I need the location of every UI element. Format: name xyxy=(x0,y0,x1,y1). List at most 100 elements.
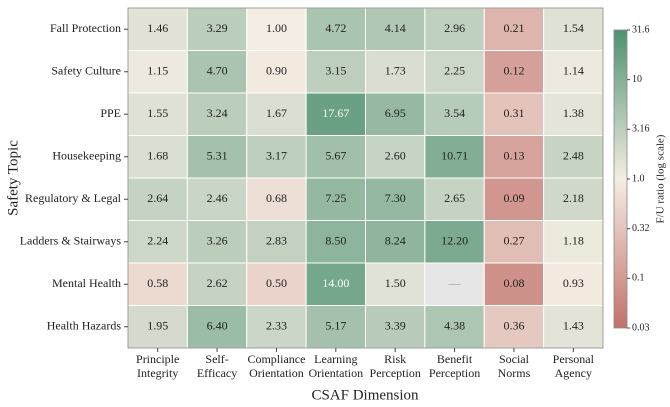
cell-label: 4.14 xyxy=(385,21,406,35)
cell-label: 3.54 xyxy=(444,106,465,120)
cell-label: 2.18 xyxy=(563,191,584,205)
heatmap-cell xyxy=(483,177,545,221)
cell-label: 3.26 xyxy=(207,234,228,248)
heatmap-cell xyxy=(246,135,307,179)
cell-label: 2.83 xyxy=(266,234,287,248)
cell-label: 0.93 xyxy=(563,276,584,290)
x-tick-label: Perception xyxy=(370,366,421,380)
cell-label: 1.55 xyxy=(147,106,168,120)
x-tick-label: Benefit xyxy=(437,352,473,366)
heatmap-cell xyxy=(483,220,545,264)
colorbar xyxy=(613,29,628,329)
heatmap-cell xyxy=(246,92,307,136)
x-tick-label: Social xyxy=(499,352,530,366)
heatmap-cell xyxy=(186,262,248,306)
cell-label: 1.43 xyxy=(563,319,584,333)
heatmap-cell xyxy=(543,7,604,51)
heatmap-cell xyxy=(424,92,485,136)
cell-label: 7.30 xyxy=(385,191,406,205)
cell-label: 0.08 xyxy=(503,276,524,290)
colorbar-label: F/U ratio (log scale) xyxy=(655,134,667,223)
cell-label: 0.58 xyxy=(147,276,168,290)
cell-label: 1.14 xyxy=(563,64,584,78)
cell-label: 0.68 xyxy=(266,191,287,205)
heatmap-cell xyxy=(186,7,248,51)
colorbar-tick-label: 10 xyxy=(632,74,642,85)
heatmap-cell xyxy=(365,305,426,349)
cell-label: 10.71 xyxy=(441,149,468,163)
heatmap-cell xyxy=(424,50,485,94)
cell-label: 3.15 xyxy=(325,64,346,78)
cell-label: 0.31 xyxy=(503,106,524,120)
x-tick-label: Risk xyxy=(384,352,406,366)
cell-label: 1.50 xyxy=(385,276,406,290)
heatmap-cell xyxy=(365,92,426,136)
cell-label: 1.15 xyxy=(147,64,168,78)
cell-label: 2.60 xyxy=(385,149,406,163)
x-tick-label: Integrity xyxy=(137,366,178,380)
cell-label: 3.29 xyxy=(207,21,228,35)
cell-label: 0.50 xyxy=(266,276,287,290)
heatmap-cell xyxy=(483,262,545,306)
cell-label: 0.90 xyxy=(266,64,287,78)
cell-label: 1.54 xyxy=(563,21,584,35)
x-tick-label: Efficacy xyxy=(197,366,237,380)
heatmap-cell xyxy=(543,220,604,264)
cell-label: 14.00 xyxy=(322,276,349,290)
cell-label: 0.09 xyxy=(503,191,524,205)
heatmap-cell xyxy=(186,92,248,136)
cell-label: 3.17 xyxy=(266,149,287,163)
colorbar-tick-label: 3.16 xyxy=(632,124,650,135)
heatmap-cell xyxy=(424,220,485,264)
cell-label: 1.73 xyxy=(385,64,406,78)
heatmap-cell xyxy=(246,220,307,264)
y-tick-label: Ladders & Stairways xyxy=(20,234,122,248)
cell-label: 0.36 xyxy=(503,319,524,333)
heatmap-cell xyxy=(424,262,485,306)
cell-label: 1.18 xyxy=(563,234,584,248)
cell-label: 1.67 xyxy=(266,106,287,120)
cell-label: 4.38 xyxy=(444,319,465,333)
heatmap-cell xyxy=(365,262,426,306)
cell-label: 6.95 xyxy=(385,106,406,120)
y-tick-label: Regulatory & Legal xyxy=(25,191,122,205)
cell-label: 17.67 xyxy=(322,106,349,120)
cell-label: 4.70 xyxy=(207,64,228,78)
cell-label: 12.20 xyxy=(441,234,468,248)
heatmap-cell xyxy=(305,135,366,179)
cell-label: 1.95 xyxy=(147,319,168,333)
cell-label: 5.31 xyxy=(207,149,228,163)
cell-label: 3.24 xyxy=(207,106,228,120)
cell-label: 2.48 xyxy=(563,149,584,163)
cell-label: — xyxy=(448,276,462,290)
cell-label: 8.50 xyxy=(325,234,346,248)
heatmap-cell xyxy=(127,7,188,51)
colorbar-tick-label: 1.0 xyxy=(632,173,645,184)
y-axis-label: Safety Topic xyxy=(5,140,21,216)
x-tick-label: Perception xyxy=(429,366,480,380)
x-tick-label: Compliance xyxy=(247,352,305,366)
heatmap-cell xyxy=(186,50,248,94)
cell-label: 4.72 xyxy=(325,21,346,35)
cell-label: 5.17 xyxy=(325,319,346,333)
colorbar-tick-label: 0.03 xyxy=(632,322,650,333)
colorbar-tick-label: 0.1 xyxy=(632,273,645,284)
cell-label: 1.00 xyxy=(266,21,287,35)
heatmap-cell xyxy=(305,92,366,136)
heatmap-cell xyxy=(365,220,426,264)
cell-label: 2.65 xyxy=(444,191,465,205)
cell-label: 7.25 xyxy=(325,191,346,205)
x-tick-label: Personal xyxy=(553,352,595,366)
cell-label: 1.68 xyxy=(147,149,168,163)
cell-label: 5.67 xyxy=(325,149,346,163)
x-tick-label: Self- xyxy=(205,352,228,366)
plot-frame xyxy=(127,7,604,349)
heatmap-cell xyxy=(365,135,426,179)
x-tick-label: Principle xyxy=(136,352,179,366)
x-tick-label: Orientation xyxy=(308,366,363,380)
y-tick-label: Mental Health xyxy=(52,276,121,290)
cell-label: 2.24 xyxy=(147,234,168,248)
x-axis-label: CSAF Dimension xyxy=(311,387,419,403)
heatmap-cell xyxy=(186,220,248,264)
